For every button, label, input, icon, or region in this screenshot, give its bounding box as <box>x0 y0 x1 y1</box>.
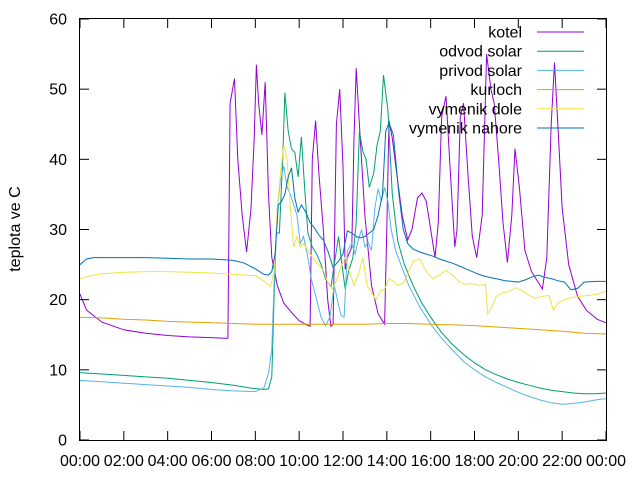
x-tick-label: 20:00 <box>498 453 538 470</box>
legend-label: odvod solar <box>439 44 522 61</box>
y-tick-label: 40 <box>49 152 67 169</box>
series-line-odvod-solar <box>79 75 607 395</box>
x-tick-label: 10:00 <box>279 453 319 470</box>
legend-label: privod solar <box>439 63 522 80</box>
legend: kotel odvod solar privod solar kurloch vymen… <box>409 25 584 138</box>
x-tick-label: 02:00 <box>104 453 144 470</box>
y-axis-label: teplota ve C <box>7 186 24 271</box>
y-tick-label: 20 <box>49 292 67 309</box>
series-layer <box>79 54 607 405</box>
y-tick-label: 50 <box>49 82 67 99</box>
x-tick-label: 00:00 <box>586 453 626 470</box>
series-line-privod-solar <box>79 166 607 405</box>
x-tick-label: 00:00 <box>60 453 100 470</box>
y-tick-label: 0 <box>58 433 67 450</box>
y-tick-label: 30 <box>49 222 67 239</box>
legend-label: kurloch <box>470 82 522 99</box>
legend-label: kotel <box>488 25 522 42</box>
x-tick-label: 06:00 <box>191 453 231 470</box>
series-line-vymenik-nahore <box>79 121 606 291</box>
legend-label: vymenik nahore <box>409 121 522 138</box>
plot-frame <box>79 18 607 441</box>
y-tick-label: 60 <box>49 12 67 29</box>
legend-label: vymenik dole <box>429 101 522 118</box>
x-tick-label: 12:00 <box>323 453 363 470</box>
x-tick-label: 16:00 <box>411 453 451 470</box>
series-line-kurloch <box>79 316 607 335</box>
y-tick-label: 10 <box>49 362 67 379</box>
x-tick-label: 04:00 <box>148 453 188 470</box>
x-tick-label: 18:00 <box>454 453 494 470</box>
x-tick-label: 14:00 <box>367 453 407 470</box>
x-tick-label: 08:00 <box>235 453 275 470</box>
x-tick-label: 22:00 <box>542 453 582 470</box>
series-line-kotel <box>79 54 607 339</box>
